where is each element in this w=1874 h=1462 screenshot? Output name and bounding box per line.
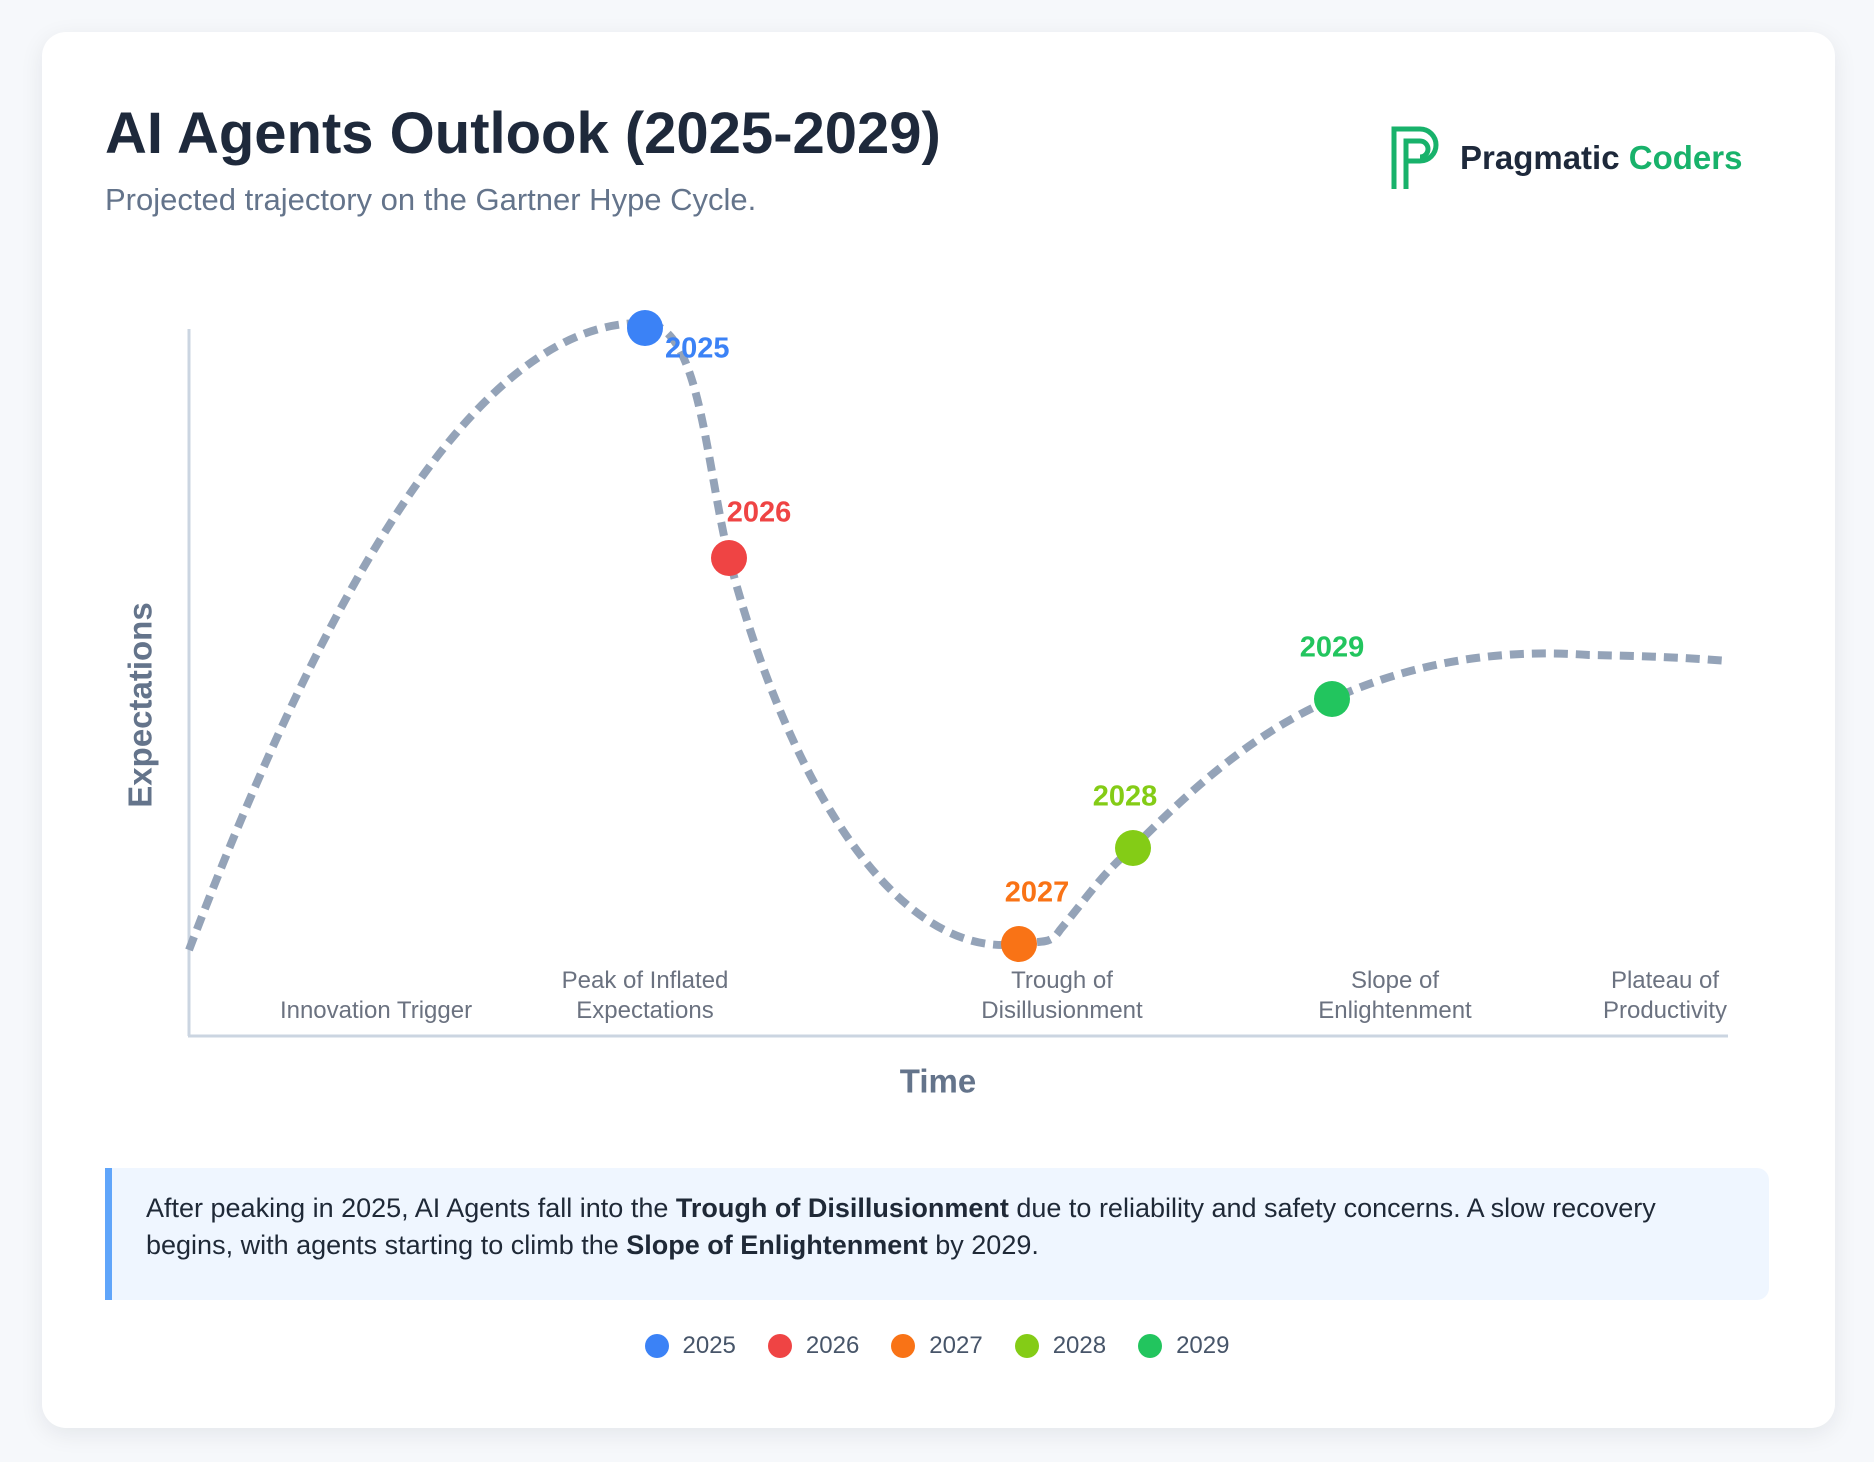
legend-item: 2026 bbox=[767, 1332, 860, 1360]
legend-item: 2027 bbox=[891, 1332, 983, 1360]
logo-text: Pragmatic Coders bbox=[1460, 139, 1742, 177]
legend-item: 2025 bbox=[644, 1332, 736, 1360]
note-text: by 2029. bbox=[927, 1230, 1039, 1260]
milestone-label: 2028 bbox=[1093, 781, 1158, 813]
milestone-dot bbox=[1314, 681, 1350, 717]
phase-label: Innovation Trigger bbox=[279, 997, 473, 1024]
legend-label: 2027 bbox=[929, 1332, 983, 1359]
milestone-label: 2026 bbox=[727, 497, 792, 529]
milestone-dot bbox=[627, 310, 663, 346]
legend-dot bbox=[1138, 1334, 1163, 1358]
note-text: After peaking in 2025, AI Agents fall in… bbox=[146, 1193, 676, 1223]
milestone-label: 2029 bbox=[1300, 632, 1365, 664]
subtitle: Projected trajectory on the Gartner Hype… bbox=[105, 182, 757, 217]
logo-icon bbox=[1391, 126, 1439, 189]
milestone-dot bbox=[1115, 830, 1151, 866]
milestone-label: 2027 bbox=[1005, 877, 1070, 909]
legend-item: 2028 bbox=[1014, 1332, 1107, 1360]
phase-label: Peak of Inflated Expectations bbox=[561, 967, 729, 1024]
note-text: due to reliability and safety concerns. … bbox=[146, 1193, 1656, 1260]
note-emphasis: Slope of Enlightenment bbox=[626, 1230, 928, 1260]
logo-word: Pragmatic bbox=[1460, 139, 1620, 176]
note-emphasis: Trough of Disillusionment bbox=[675, 1193, 1009, 1223]
legend-label: 2028 bbox=[1052, 1332, 1107, 1359]
milestone-dot bbox=[711, 540, 747, 576]
milestone-label: 2025 bbox=[665, 333, 730, 365]
legend-item: 2029 bbox=[1138, 1332, 1229, 1360]
phase-label: Slope of Enlightenment bbox=[1318, 967, 1472, 1024]
legend-label: 2025 bbox=[682, 1332, 736, 1359]
legend-label: 2029 bbox=[1176, 1332, 1230, 1359]
logo-word: Coders bbox=[1628, 139, 1743, 176]
legend-dot bbox=[891, 1334, 916, 1358]
legend: 2025 2026 2027 2028 2029 bbox=[0, 1332, 1874, 1360]
legend-dot bbox=[644, 1334, 669, 1358]
milestone-dot bbox=[1001, 926, 1037, 962]
phase-label: Trough of Disillusionment bbox=[981, 967, 1143, 1024]
legend-dot bbox=[767, 1334, 792, 1358]
note: After peaking in 2025, AI Agents fall in… bbox=[105, 1168, 1769, 1300]
title: AI Agents Outlook (2025-2029) bbox=[105, 101, 941, 166]
y-axis-label: Expectations bbox=[122, 602, 159, 807]
legend-dot bbox=[1014, 1334, 1039, 1358]
hype-curve bbox=[185, 318, 1729, 952]
x-axis-label: Time bbox=[900, 1063, 976, 1100]
logo: Pragmatic Coders bbox=[1390, 125, 1742, 191]
legend-label: 2026 bbox=[805, 1332, 860, 1359]
phase-label: Plateau of Productivity bbox=[1602, 967, 1728, 1024]
